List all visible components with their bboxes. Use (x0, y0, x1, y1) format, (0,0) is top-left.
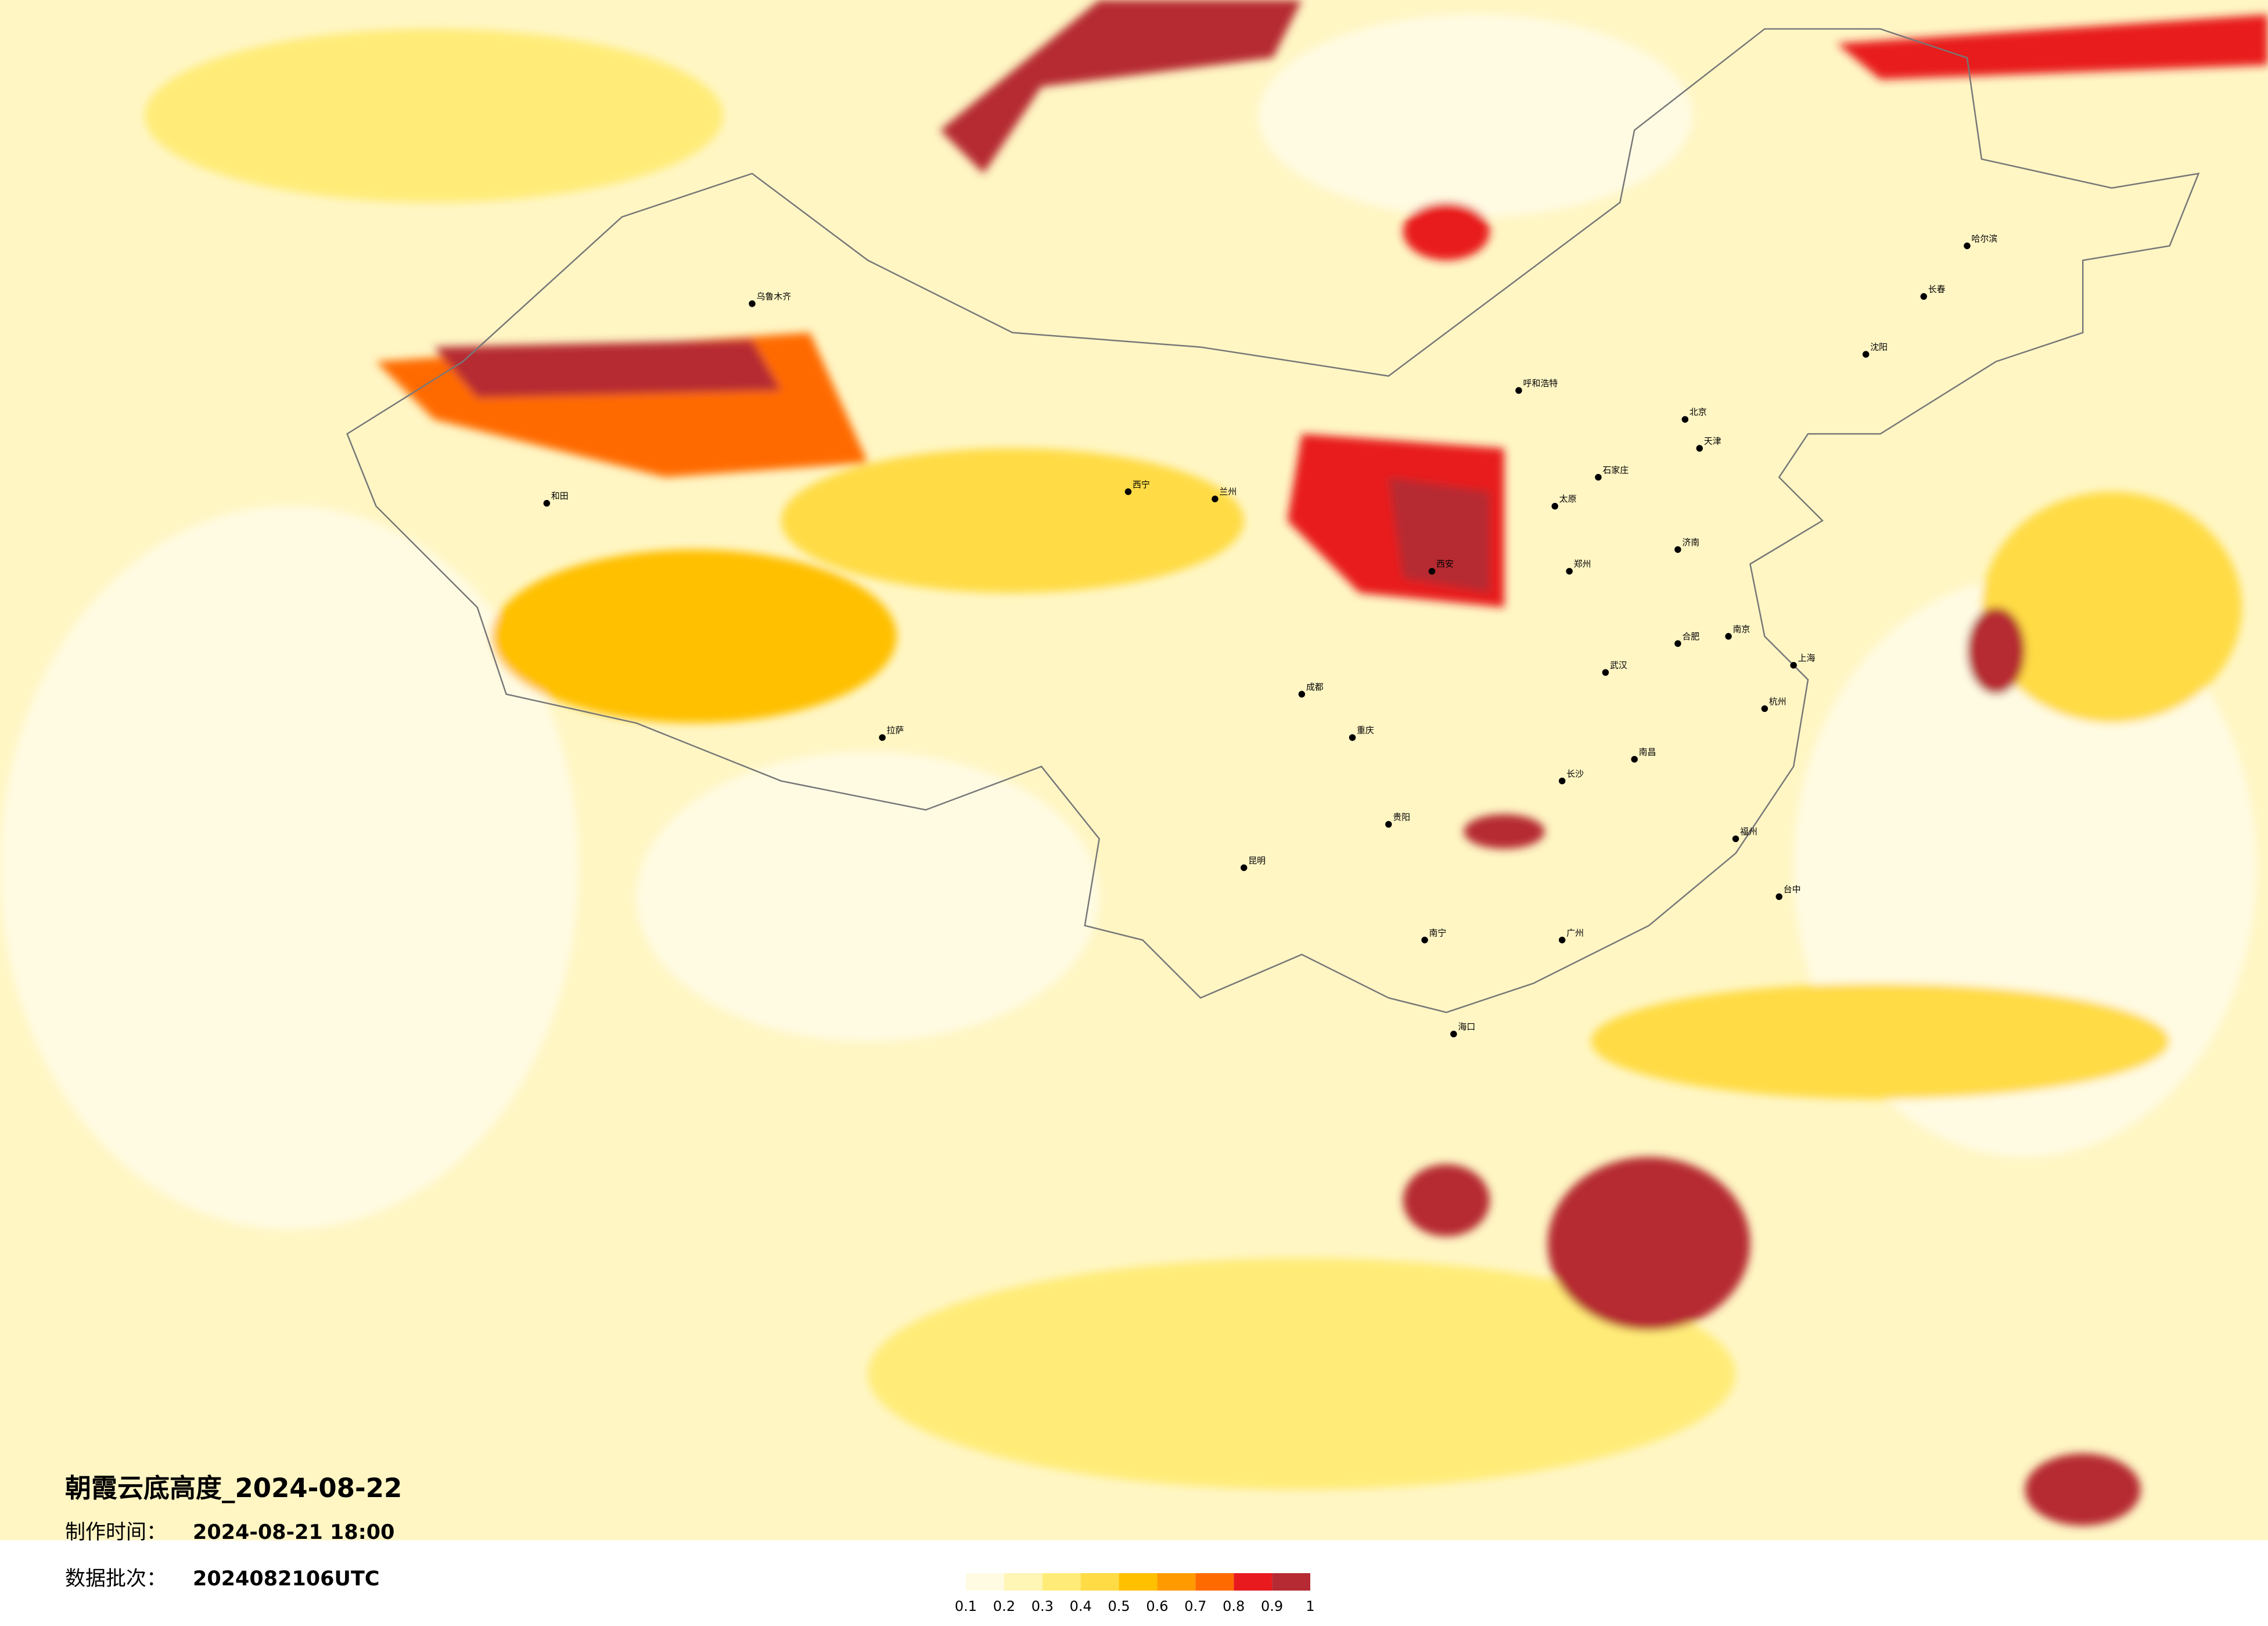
city-dot (1558, 778, 1566, 785)
city-label: 武汉 (1610, 660, 1627, 671)
city-label: 呼和浩特 (1523, 378, 1558, 388)
colorbar-tick-label: 1 (1306, 1598, 1314, 1614)
city-label: 昆明 (1248, 855, 1266, 866)
city-dot (1428, 567, 1436, 575)
city-dot (543, 499, 551, 507)
city-label: 天津 (1704, 436, 1721, 447)
title: 朝霞云底高度_2024-08-22 (65, 1473, 402, 1503)
city-label: 台中 (1784, 884, 1801, 895)
cloud-field (0, 0, 2268, 1526)
city-dot (1595, 474, 1602, 481)
city-label: 西安 (1436, 559, 1454, 569)
city-label: 西宁 (1133, 479, 1150, 490)
city-dot (1681, 416, 1689, 423)
city-dot (1515, 387, 1522, 394)
city-label: 哈尔滨 (1971, 233, 1997, 244)
colorbar-swatch (1195, 1573, 1234, 1591)
city-dot (749, 300, 756, 307)
country-outline (346, 28, 2200, 1013)
colorbar-swatch (1042, 1573, 1081, 1591)
city-dot (1725, 633, 1732, 640)
city-dot (1450, 1030, 1457, 1038)
city-label: 兰州 (1219, 487, 1237, 497)
city-dot (1674, 546, 1681, 553)
made-time: 2024-08-21 18:00 (193, 1521, 394, 1544)
city-dot (1349, 734, 1356, 741)
city-label: 南京 (1733, 624, 1750, 634)
colorbar-tick-label: 0.4 (1070, 1598, 1092, 1614)
colorbar: 0.1 0.2 0.3 0.4 0.5 0.6 0.7 0.8 0.9 1 (955, 1573, 1315, 1614)
city-label: 拉萨 (887, 725, 904, 736)
colorbar-tick-label: 0.3 (1031, 1598, 1054, 1614)
city-label: 长春 (1928, 284, 1946, 294)
made-label: 制作时间： (65, 1521, 167, 1544)
city-dot (1385, 821, 1392, 828)
colorbar-swatch (1004, 1573, 1043, 1591)
colorbar-tick-label: 0.9 (1261, 1598, 1283, 1614)
colorbar-swatch (1080, 1573, 1119, 1591)
city-dot (1558, 937, 1566, 944)
city-dot (1964, 242, 1971, 250)
city-label: 济南 (1682, 537, 1699, 548)
city-dot (1298, 690, 1306, 698)
city-dot (879, 734, 886, 741)
city-label: 南昌 (1639, 747, 1656, 757)
city-dot (1551, 502, 1558, 510)
city-label: 海口 (1458, 1021, 1475, 1032)
city-label: 和田 (551, 491, 569, 501)
colorbar-swatch (1234, 1573, 1273, 1591)
city-label: 合肥 (1682, 631, 1699, 642)
city-dot (1920, 293, 1927, 300)
colorbar-tick-label: 0.7 (1184, 1598, 1206, 1614)
city-label: 石家庄 (1602, 465, 1629, 475)
city-label: 太原 (1559, 494, 1577, 504)
city-dot (1602, 669, 1609, 676)
city-label: 重庆 (1357, 725, 1374, 736)
city-label: 沈阳 (1870, 342, 1888, 352)
city-dot (1790, 661, 1797, 669)
city-dot (1761, 705, 1769, 713)
city-label: 杭州 (1769, 696, 1787, 707)
batch-label: 数据批次： (65, 1567, 167, 1591)
city-dot (1566, 567, 1573, 575)
colorbar-swatch (1157, 1573, 1196, 1591)
city-label: 郑州 (1574, 559, 1591, 569)
city-dot (1775, 893, 1782, 900)
city-dot (1696, 445, 1703, 452)
city-label: 乌鲁木齐 (756, 292, 791, 302)
city-dot (1212, 495, 1219, 502)
city-dot (1421, 937, 1428, 944)
colorbar-tick-label: 0.8 (1223, 1598, 1245, 1614)
city-label: 上海 (1798, 653, 1816, 663)
city-dot (1732, 835, 1739, 843)
city-label: 南宁 (1429, 927, 1447, 938)
colorbar-swatch (1119, 1573, 1158, 1591)
city-label: 福州 (1740, 826, 1757, 837)
city-label: 成都 (1306, 682, 1324, 692)
city-dot (1674, 640, 1681, 647)
colorbar-tick-label: 0.5 (1108, 1598, 1130, 1614)
city-dot (1241, 864, 1248, 871)
city-dot (1124, 488, 1132, 495)
city-label: 长沙 (1566, 768, 1584, 779)
colorbar-swatch (966, 1573, 1004, 1591)
colorbar-tick-label: 0.1 (955, 1598, 977, 1614)
batch: 2024082106UTC (193, 1567, 380, 1591)
city-dot (1631, 756, 1638, 763)
city-label: 广州 (1566, 927, 1584, 938)
city-label: 贵阳 (1393, 812, 1410, 822)
colorbar-swatch (1272, 1573, 1310, 1591)
city-dot (1862, 351, 1870, 358)
city-label: 北京 (1690, 407, 1707, 418)
colorbar-tick-label: 0.6 (1146, 1598, 1168, 1614)
colorbar-tick-label: 0.2 (993, 1598, 1015, 1614)
